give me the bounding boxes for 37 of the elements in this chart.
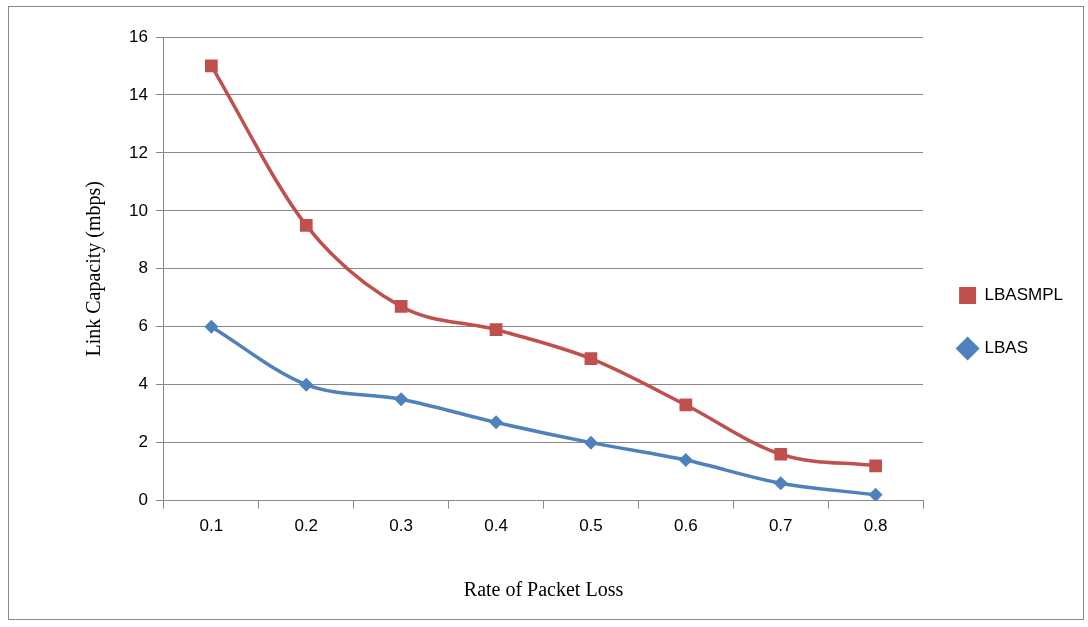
point [394, 300, 408, 313]
y-tick-label: 8 [138, 258, 148, 278]
y-tick-label: 16 [128, 26, 148, 46]
y-tick-label: 14 [128, 84, 148, 104]
y-tick-label: 0 [138, 490, 148, 510]
point [489, 323, 503, 337]
point [299, 377, 314, 392]
point [583, 435, 598, 450]
x-tick-label: 0.3 [389, 516, 413, 536]
point [204, 319, 219, 334]
point [774, 447, 788, 461]
point [394, 392, 409, 407]
y-tick-label: 6 [138, 316, 148, 336]
y-tick-label: 4 [138, 374, 148, 394]
x-tick-label: 0.1 [199, 516, 224, 536]
legend-label: LBAS [984, 338, 1029, 358]
point [204, 59, 218, 73]
x-tick-label: 0.6 [674, 516, 698, 536]
y-tick-label: 10 [128, 200, 148, 220]
x-tick-label: 0.5 [579, 516, 603, 536]
y-tick-label: 2 [138, 432, 148, 452]
x-axis-title: Rate of Packet Loss [463, 578, 624, 601]
point [869, 459, 882, 473]
point [584, 352, 598, 365]
x-tick-label: 0.2 [294, 516, 319, 536]
x-tick-label: 0.4 [484, 516, 508, 536]
legend-label: LBASMPL [984, 285, 1064, 305]
y-tick-label: 12 [128, 142, 148, 162]
point [489, 415, 504, 430]
y-axis-title: Link Capacity (mbps) [82, 181, 106, 357]
point [868, 487, 883, 501]
x-tick-label: 0.7 [768, 516, 793, 536]
point [679, 398, 693, 412]
point [299, 218, 313, 232]
point [678, 453, 693, 468]
x-tick-label: 0.8 [863, 516, 888, 536]
point [773, 476, 788, 491]
